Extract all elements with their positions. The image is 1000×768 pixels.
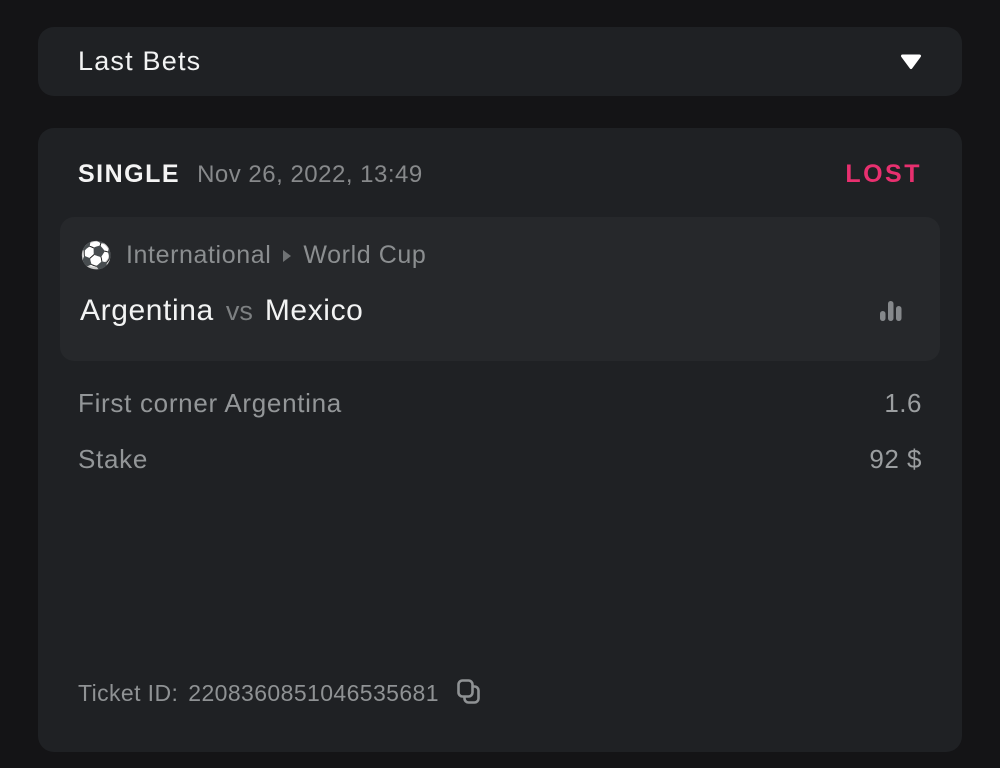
last-bets-header[interactable]: Last Bets <box>38 27 962 96</box>
stake-amount: 92 $ <box>869 443 922 474</box>
stake-row: Stake 92 $ <box>38 431 962 487</box>
breadcrumb-category: International <box>125 241 272 269</box>
chevron-down-icon[interactable] <box>900 54 922 70</box>
outcome-row: First corner Argentina 1.6 <box>38 375 962 431</box>
spacer <box>38 487 962 678</box>
ticket-id-row: Ticket ID: 2208360851046535681 <box>38 678 962 752</box>
outcome-odds: 1.6 <box>884 387 922 418</box>
bet-type-label: SINGLE <box>78 160 181 188</box>
bet-detail-rows: First corner Argentina 1.6 Stake 92 $ <box>38 375 962 487</box>
stake-label: Stake <box>78 443 148 474</box>
copy-icon[interactable] <box>455 678 482 708</box>
away-team: Mexico <box>264 294 364 327</box>
soccer-ball-icon: ⚽ <box>80 240 113 271</box>
match-panel[interactable]: ⚽ International World Cup Argentina vs M… <box>60 217 940 361</box>
breadcrumb-arrow-icon <box>283 249 292 262</box>
outcome-label: First corner Argentina <box>78 387 342 418</box>
breadcrumb-tournament: World Cup <box>303 241 427 269</box>
page: Last Bets SINGLE Nov 26, 2022, 13:49 LOS… <box>38 27 962 752</box>
status-badge: LOST <box>845 160 922 188</box>
bet-timestamp: Nov 26, 2022, 13:49 <box>197 161 423 188</box>
statistics-bar-chart-icon[interactable] <box>876 296 906 326</box>
ticket-id-label: Ticket ID: <box>78 679 179 706</box>
match-title-row: Argentina vs Mexico <box>80 294 920 328</box>
bet-card: SINGLE Nov 26, 2022, 13:49 LOST ⚽ Intern… <box>38 128 962 752</box>
vs-label: vs <box>225 295 253 326</box>
ticket-id-value: 2208360851046535681 <box>188 679 439 706</box>
bet-card-header: SINGLE Nov 26, 2022, 13:49 LOST <box>38 128 962 189</box>
home-team: Argentina <box>80 294 214 327</box>
breadcrumb: ⚽ International World Cup <box>80 241 920 270</box>
page-title: Last Bets <box>78 46 202 76</box>
